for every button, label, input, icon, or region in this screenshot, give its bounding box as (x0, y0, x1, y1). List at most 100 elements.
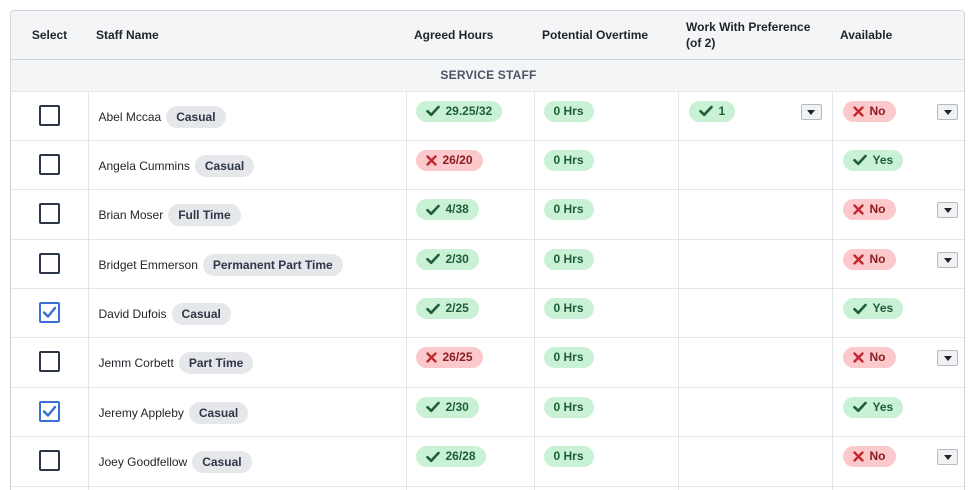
empty-cell (831, 486, 964, 490)
availability-pill: Yes (842, 149, 904, 171)
preference-pill-text: 1 (718, 103, 726, 118)
availability-pill: Yes (842, 298, 904, 320)
group-label: SERVICE STAFF (11, 59, 964, 92)
empty-cell (11, 486, 88, 490)
check-icon (852, 303, 867, 314)
table-row: Jeremy Appleby Casual 2/30 0 Hrs Yes (11, 387, 964, 438)
check-icon (425, 451, 440, 462)
employment-type-badge: Full Time (168, 204, 241, 227)
available-cell: Yes (831, 387, 964, 438)
work-preference-cell: 1 (677, 91, 832, 141)
agreed-hours-pill: 4/38 (415, 199, 479, 221)
agreed-hours-pill-text: 29.25/32 (445, 103, 493, 118)
table-row: Angela Cummins Casual 26/20 0 Hrs Yes (11, 140, 964, 191)
employment-type-badge: Casual (171, 303, 231, 326)
availability-pill-text: Yes (872, 399, 894, 414)
staff-table-container: Select Staff Name Agreed Hours Potential… (10, 10, 965, 490)
agreed-hours-pill: 26/20 (415, 149, 483, 171)
check-icon (425, 253, 440, 265)
work-preference-cell (677, 140, 832, 191)
staff-name-cell: David Dufois Casual (87, 288, 406, 339)
staff-name: Angela Cummins (98, 158, 190, 173)
availability-pill: No (842, 100, 896, 122)
cross-icon (425, 352, 437, 364)
select-cell (11, 189, 88, 240)
availability-pill: No (842, 446, 896, 468)
agreed-hours-pill-text: 2/25 (445, 301, 469, 316)
staff-name-cell: Jeremy Appleby Casual (87, 387, 406, 438)
work-preference-cell (677, 288, 832, 339)
group-row: SERVICE STAFF (11, 59, 964, 92)
potential-overtime-cell: 0 Hrs (533, 337, 678, 388)
select-cell (11, 387, 88, 438)
work-preference-cell (677, 387, 832, 438)
empty-cell (677, 486, 832, 490)
agreed-hours-cell: 29.25/32 (405, 91, 534, 141)
staff-name: Bridget Emmerson (98, 257, 198, 272)
employment-type-badge: Casual (166, 105, 226, 128)
work-preference-cell (677, 337, 832, 388)
employment-type-badge: Casual (192, 451, 252, 474)
available-cell: Yes (831, 140, 964, 191)
check-icon (698, 105, 713, 117)
availability-dropdown-button[interactable] (937, 103, 958, 120)
staff-name: Joey Goodfellow (98, 455, 188, 470)
agreed-hours-pill-text: 26/20 (442, 152, 473, 167)
work-preference-cell (677, 239, 832, 290)
preference-dropdown-button[interactable] (800, 103, 822, 120)
agreed-hours-pill: 26/28 (415, 446, 486, 468)
select-cell (11, 91, 88, 141)
agreed-hours-pill-text: 4/38 (445, 202, 469, 217)
potential-overtime-cell: 0 Hrs (533, 189, 678, 240)
preference-pill: 1 (688, 100, 736, 122)
staff-name-cell: Joey Goodfellow Casual (87, 436, 406, 487)
select-checkbox[interactable] (38, 203, 60, 225)
empty-cell (533, 486, 678, 490)
agreed-hours-pill: 26/25 (415, 347, 483, 369)
empty-cell (405, 486, 534, 490)
column-header-agreed-hours: Agreed Hours (406, 11, 534, 60)
column-header-available: Available (832, 11, 964, 60)
availability-pill: No (842, 347, 896, 369)
cross-icon (425, 155, 437, 166)
select-checkbox[interactable] (38, 104, 60, 126)
check-icon (852, 402, 867, 413)
check-icon (852, 155, 867, 166)
availability-dropdown-button[interactable] (937, 350, 958, 367)
potential-overtime-cell: 0 Hrs (533, 436, 678, 487)
staff-name: Jeremy Appleby (98, 405, 184, 420)
employment-type-badge: Casual (188, 401, 249, 424)
select-checkbox[interactable] (38, 351, 60, 373)
available-cell: No (831, 239, 964, 290)
availability-pill: Yes (842, 396, 904, 418)
availability-pill: No (842, 248, 896, 270)
agreed-hours-cell: 2/30 (405, 239, 534, 290)
checkmark-icon (42, 405, 56, 417)
checkmark-icon (42, 306, 56, 318)
check-icon (425, 204, 440, 215)
employment-type-badge: Part Time (178, 352, 254, 375)
availability-dropdown-button[interactable] (937, 449, 958, 466)
agreed-hours-pill: 2/30 (415, 396, 479, 418)
select-checkbox[interactable] (38, 302, 60, 324)
availability-dropdown-button[interactable] (937, 251, 958, 268)
select-checkbox[interactable] (38, 400, 60, 422)
availability-pill-text: No (869, 449, 886, 464)
potential-overtime-cell: 0 Hrs (533, 91, 678, 141)
column-header-staff-name: Staff Name (88, 11, 406, 60)
select-cell (11, 239, 88, 290)
select-cell (11, 288, 88, 339)
availability-pill-text: No (869, 251, 886, 266)
table-row: Bridget Emmerson Permanent Part Time 2/30 0… (11, 239, 964, 290)
select-checkbox[interactable] (38, 450, 60, 472)
available-cell: No (831, 189, 964, 240)
staff-name: David Dufois (98, 307, 167, 322)
agreed-hours-pill-text: 26/25 (442, 350, 473, 365)
staff-name-cell: Abel Mccaa Casual (87, 91, 406, 141)
select-checkbox[interactable] (38, 252, 60, 274)
potential-overtime-cell: 0 Hrs (533, 140, 678, 191)
select-checkbox[interactable] (38, 153, 60, 175)
overtime-pill: 0 Hrs (543, 149, 594, 171)
staff-name-cell: Brian Moser Full Time (87, 189, 406, 240)
availability-dropdown-button[interactable] (937, 202, 958, 219)
